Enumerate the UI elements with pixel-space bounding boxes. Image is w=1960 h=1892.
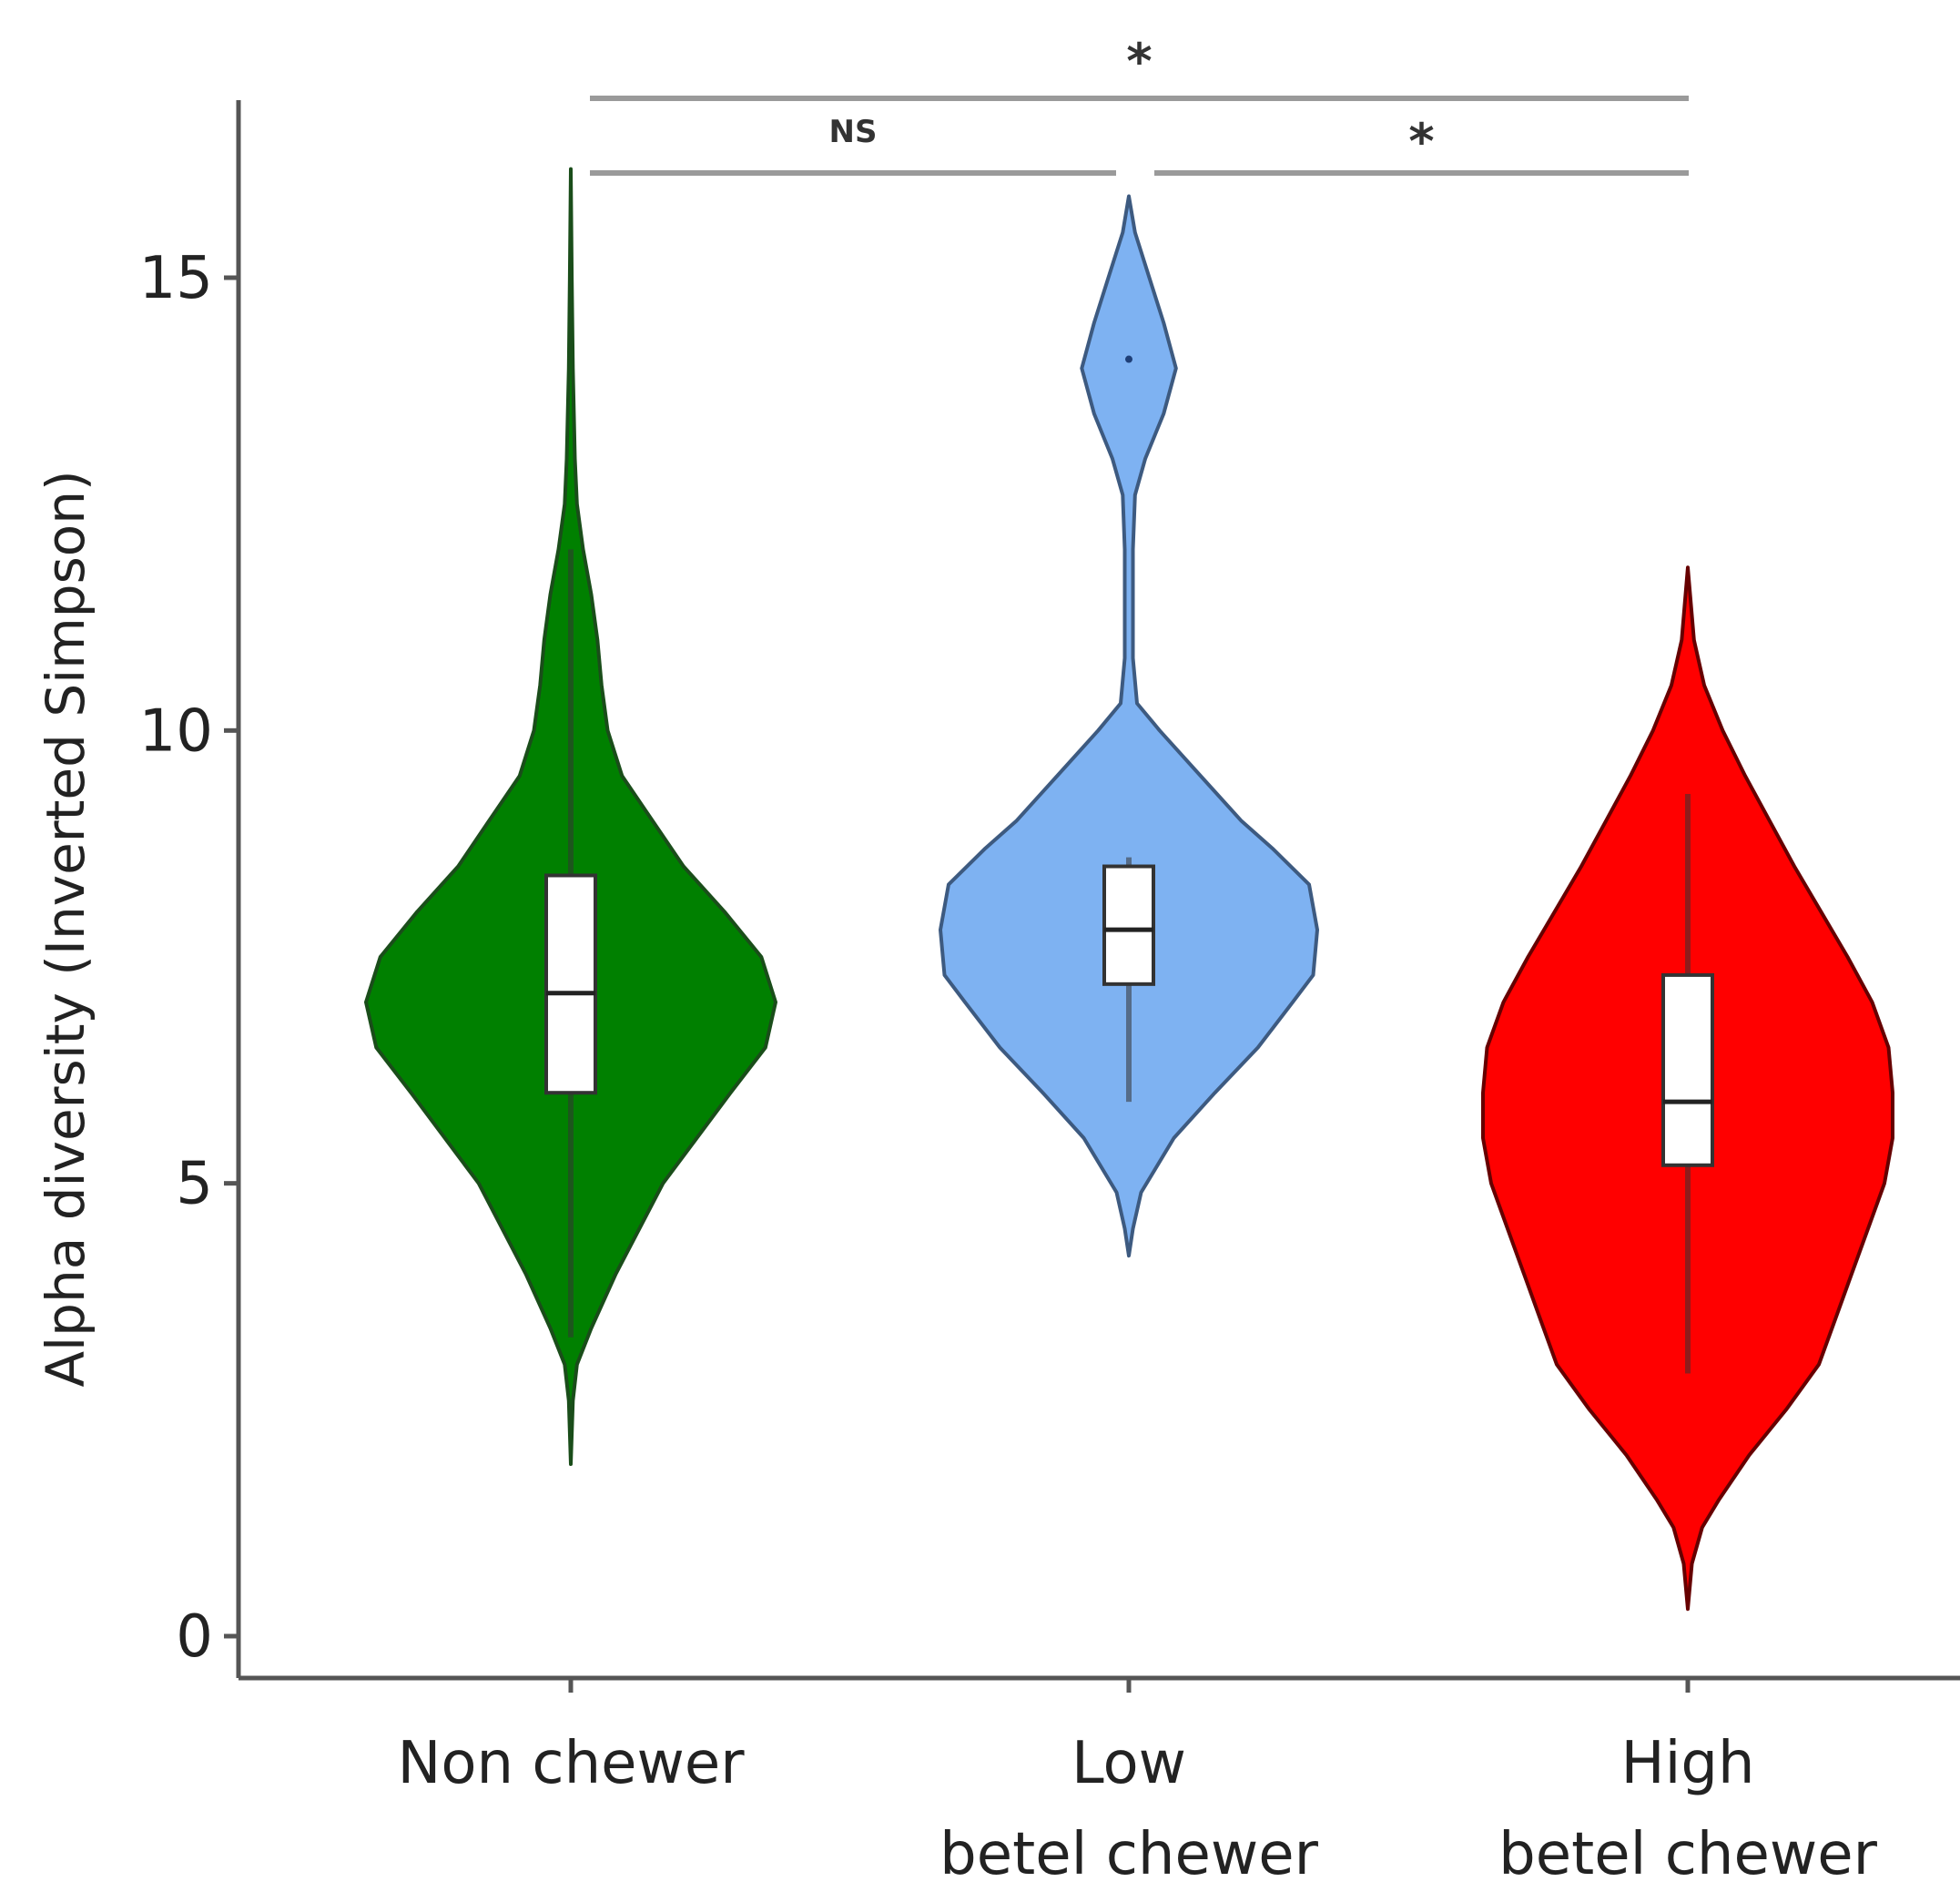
x-tick-label: Low betel chewer xyxy=(939,1730,1318,1888)
violin-shape xyxy=(939,194,1319,1258)
y-axis-title: Alpha diversity (Inverted Simpson) xyxy=(35,470,96,1387)
box-iqr xyxy=(1661,972,1714,1167)
significance-label: NS xyxy=(829,114,878,150)
box-iqr xyxy=(1102,864,1155,986)
significance-label: * xyxy=(1408,113,1434,170)
x-tick-label-line: Low xyxy=(1071,1730,1186,1797)
significance-label: * xyxy=(1126,33,1152,90)
x-tick-label-line: betel chewer xyxy=(939,1821,1318,1888)
y-tick-label: 0 xyxy=(176,1603,213,1671)
x-tick-label-line: High xyxy=(1620,1730,1754,1797)
x-tick-label-line: Non chewer xyxy=(397,1730,745,1797)
significance-brackets: * NS * xyxy=(590,33,1689,176)
outlier-point xyxy=(1125,355,1132,363)
box-iqr xyxy=(544,873,597,1095)
boxplot-layer xyxy=(544,355,1714,1374)
y-tick-label: 10 xyxy=(139,697,213,765)
x-tick-label-line: betel chewer xyxy=(1498,1821,1877,1888)
x-tick-label: Non chewer xyxy=(397,1730,745,1797)
y-ticks: 0 5 10 15 xyxy=(139,245,239,1671)
x-ticks: Non chewer Low betel chewer High betel chewe… xyxy=(397,1678,1878,1888)
y-tick-label: 5 xyxy=(176,1151,213,1218)
x-tick-label: High betel chewer xyxy=(1498,1730,1877,1888)
y-tick-label: 15 xyxy=(139,245,213,312)
axes-layer xyxy=(236,100,1960,1681)
